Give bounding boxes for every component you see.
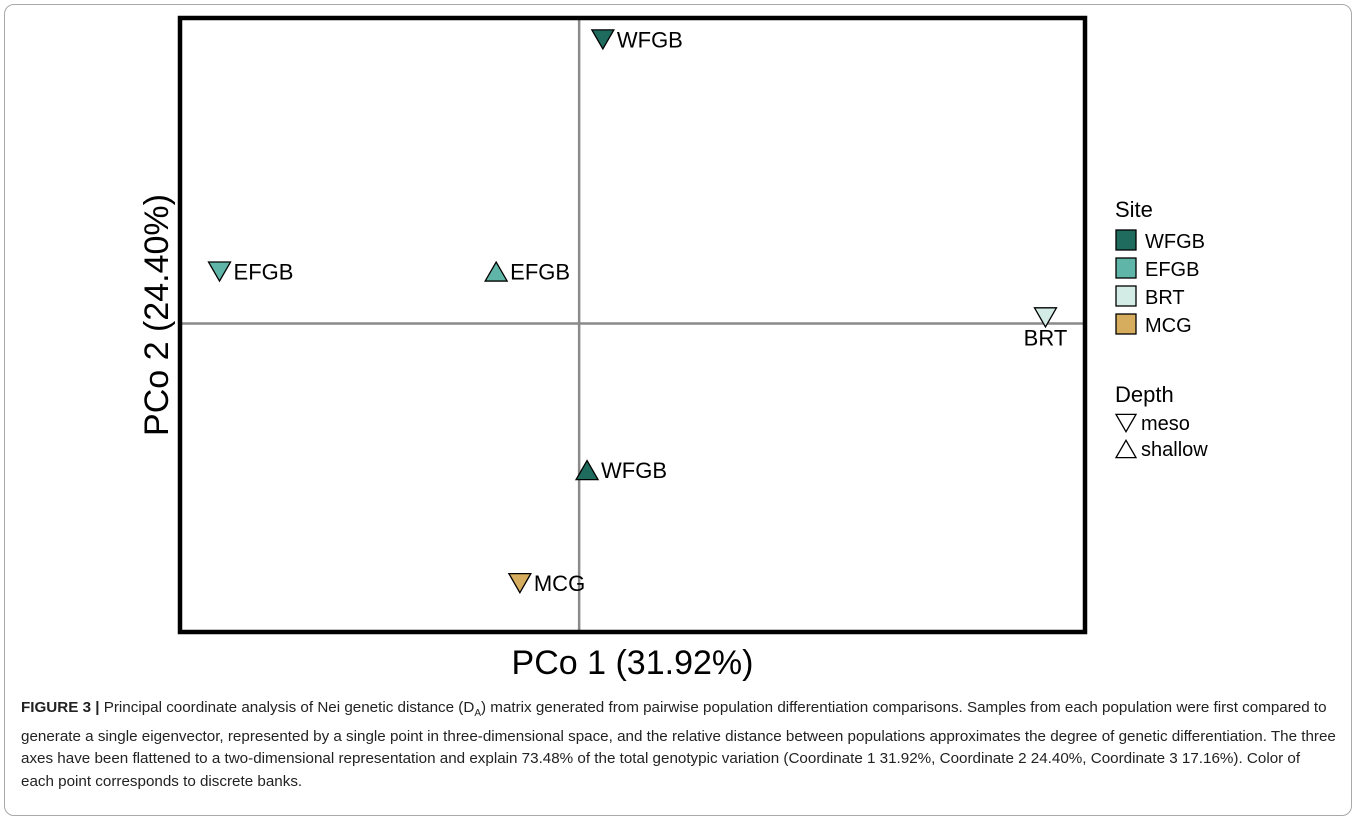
- point-wfgb-meso: [590, 29, 615, 51]
- legend-depth-symbol-shallow: [1114, 439, 1138, 459]
- point-efgb-meso: [207, 261, 232, 283]
- caption-text-part2: ) matrix generated from pairwise populat…: [21, 699, 1336, 790]
- legend-site-label-wfgb: WFGB: [1145, 231, 1205, 253]
- legend-depth-label-meso: meso: [1141, 413, 1190, 435]
- caption-text-part1: Principal coordinate analysis of Nei gen…: [99, 699, 475, 716]
- point-label-wfgb-shallow: WFGB: [601, 458, 667, 483]
- point-label-mcg-meso: MCG: [534, 571, 585, 596]
- caption-subscript: A: [474, 708, 482, 720]
- legend-depth-title: Depth: [1115, 382, 1174, 407]
- legend-swatch-wfgb: [1115, 229, 1137, 251]
- point-brt-meso: [1033, 307, 1058, 329]
- point-efgb-shallow: [484, 260, 509, 282]
- legend-swatch-efgb: [1115, 257, 1137, 279]
- legend-site-label-efgb: EFGB: [1145, 259, 1199, 281]
- caption-label: FIGURE 3 |: [21, 699, 100, 716]
- figure-caption: FIGURE 3 | Principal coordinate analysis…: [21, 697, 1336, 793]
- x-axis-title: PCo 1 (31.92%): [512, 644, 754, 682]
- legend-swatch-brt: [1115, 285, 1137, 307]
- legend-swatch-mcg: [1115, 313, 1137, 335]
- point-label-brt-meso: BRT: [1024, 325, 1068, 350]
- plot-border: [177, 15, 1088, 635]
- point-label-efgb-shallow: EFGB: [510, 260, 570, 285]
- point-label-efgb-meso: EFGB: [234, 260, 294, 285]
- point-mcg-meso: [507, 572, 532, 594]
- y-axis-title: PCo 2 (24.40%): [138, 194, 176, 436]
- pcoa-chart: WFGB EFGB EFGB BRT WFGB MCG PCo 1 (31.92%) PCo …: [138, 15, 1208, 682]
- legend-site-label-brt: BRT: [1145, 287, 1185, 309]
- figure-frame: [4, 4, 1352, 816]
- point-wfgb-shallow: [574, 459, 600, 481]
- legend-site-title: Site: [1115, 197, 1153, 222]
- legend-depth-symbol-meso: [1114, 413, 1138, 433]
- point-label-wfgb-meso: WFGB: [617, 27, 683, 52]
- legend-depth-label-shallow: shallow: [1141, 439, 1208, 461]
- legend-site-label-mcg: MCG: [1145, 315, 1192, 337]
